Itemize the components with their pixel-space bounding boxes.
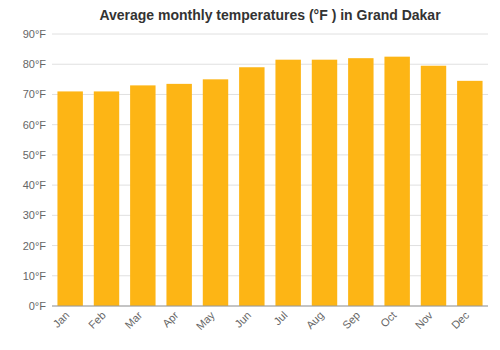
bar: [275, 60, 300, 306]
x-tick-label: Apr: [160, 309, 181, 330]
x-axis: Jan Feb Mar Apr May Jun Jul Aug Sep Oct Nov Dec: [51, 309, 472, 333]
bar: [312, 60, 337, 306]
x-tick-label: Nov: [413, 309, 436, 332]
x-axis-line: [52, 306, 488, 307]
bar: [94, 91, 119, 306]
bar: [348, 58, 373, 306]
x-tick-label: May: [194, 309, 218, 333]
x-tick-label: Jul: [271, 309, 289, 327]
x-tick-label: Jan: [51, 309, 72, 330]
bar: [166, 84, 191, 306]
y-tick-label: 20°F: [23, 240, 47, 252]
y-tick-label: 60°F: [23, 119, 47, 131]
y-tick-label: 80°F: [23, 58, 47, 70]
title: Average monthly temperatures (°F ) in Gr…: [99, 7, 441, 23]
x-tick-label: Sep: [340, 309, 362, 331]
x-tick-label: Jun: [232, 309, 253, 330]
x-tick-label: Feb: [86, 309, 108, 331]
bar: [130, 85, 155, 306]
y-tick-label: 70°F: [23, 88, 47, 100]
x-tick-label: Aug: [304, 309, 326, 331]
bar: [239, 67, 264, 306]
bars: [57, 57, 482, 306]
x-tick-label: Mar: [122, 309, 144, 331]
grid-line: [52, 64, 488, 65]
bar: [421, 66, 446, 306]
y-axis: 0°F 10°F 20°F 30°F 40°F 50°F 60°F 70°F 80°F 90°F: [23, 28, 47, 312]
grid-line: [52, 34, 488, 35]
y-tick-label: 30°F: [23, 209, 47, 221]
bar: [203, 79, 228, 306]
y-tick-label: 40°F: [23, 179, 47, 191]
x-tick-label: Dec: [449, 309, 472, 332]
bar: [57, 91, 82, 306]
bar: [457, 81, 482, 306]
chart: Average monthly temperatures (°F ) in Gr…: [0, 0, 500, 350]
grid-line: [52, 306, 488, 307]
grid: [52, 34, 488, 306]
y-tick-label: 10°F: [23, 270, 47, 282]
y-tick-label: 0°F: [29, 300, 47, 312]
y-tick-label: 50°F: [23, 149, 47, 161]
bar: [384, 57, 409, 306]
x-tick-label: Oct: [378, 309, 399, 330]
y-tick-label: 90°F: [23, 28, 47, 40]
